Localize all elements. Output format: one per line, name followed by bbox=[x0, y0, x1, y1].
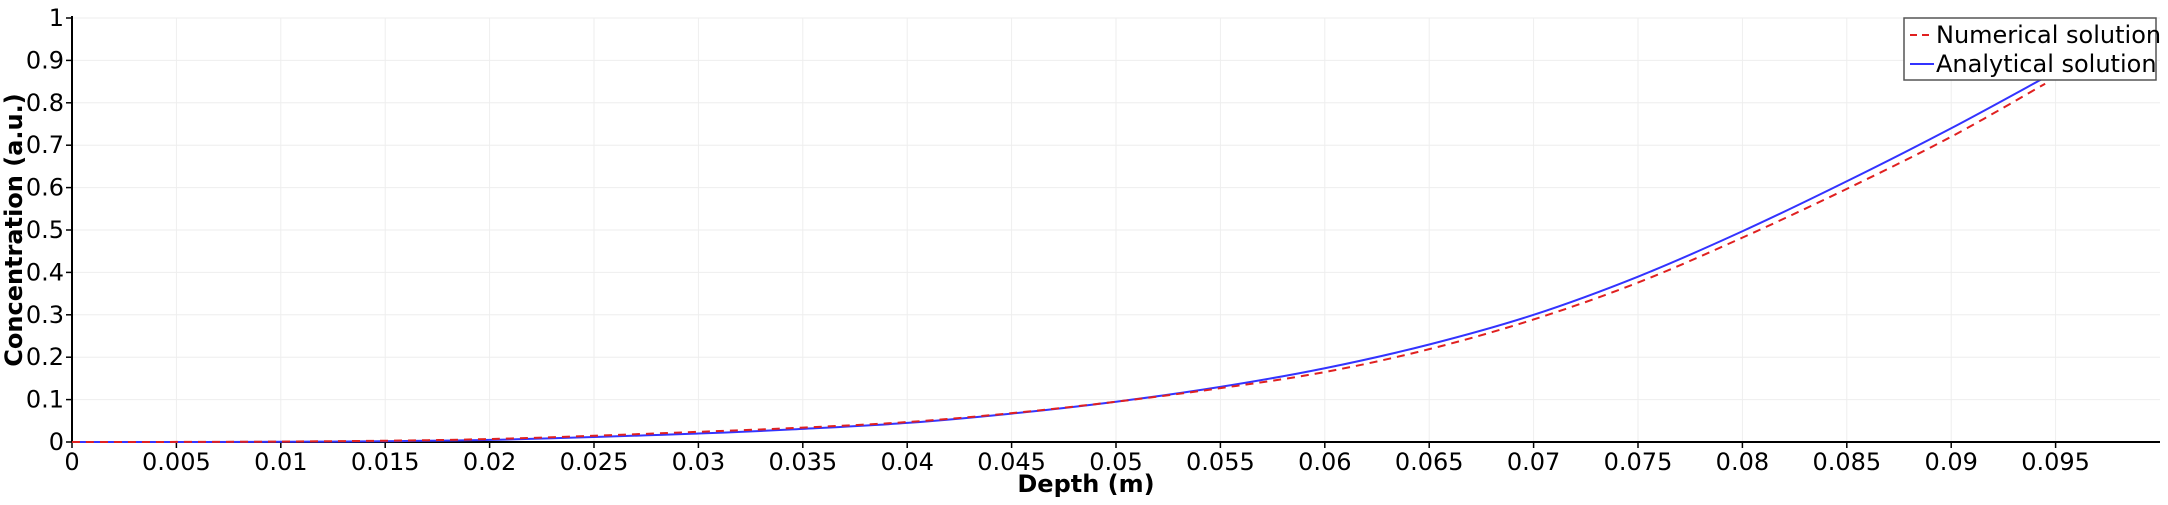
x-tick-label: 0 bbox=[64, 448, 79, 476]
x-tick-label: 0.07 bbox=[1507, 448, 1560, 476]
series-layer bbox=[71, 76, 2046, 444]
x-tick-label: 0.04 bbox=[880, 448, 933, 476]
x-tick-label: 0.09 bbox=[1924, 448, 1977, 476]
x-tick-label: 0.085 bbox=[1812, 448, 1881, 476]
x-tick-label: 0.08 bbox=[1716, 448, 1769, 476]
y-tick-label: 0.7 bbox=[26, 131, 64, 159]
y-tick-label: 0.1 bbox=[26, 386, 64, 414]
y-tick-label: 1 bbox=[49, 4, 64, 32]
x-tick-label: 0.045 bbox=[977, 448, 1046, 476]
y-tick-label: 0.4 bbox=[26, 258, 64, 286]
y-tick-label: 0.6 bbox=[26, 174, 64, 202]
legend-box bbox=[1903, 17, 2157, 81]
x-tick-label: 0.025 bbox=[560, 448, 629, 476]
y-tick-label: 0.8 bbox=[26, 89, 64, 117]
x-tick-label: 0.015 bbox=[351, 448, 420, 476]
x-tick-label: 0.01 bbox=[254, 448, 307, 476]
x-tick-label: 0.005 bbox=[142, 448, 211, 476]
series-numerical-line bbox=[71, 82, 2046, 443]
y-tick-label: 0.3 bbox=[26, 301, 64, 329]
x-axis-title: Depth (m) bbox=[1017, 470, 1154, 498]
x-tick-label: 0.075 bbox=[1604, 448, 1673, 476]
y-axis-title: Concentration (a.u.) bbox=[0, 93, 28, 366]
x-tick-label: 0.095 bbox=[2021, 448, 2090, 476]
y-tick-label: 0.2 bbox=[26, 343, 64, 371]
legend-label-analytical: Analytical solution bbox=[1936, 50, 2157, 78]
tick-labels: 0 0.005 0.01 0.015 0.02 0.025 0.03 0.035 0.04 0.0… bbox=[26, 4, 2090, 476]
x-tick-label: 0.055 bbox=[1186, 448, 1255, 476]
y-tick-label: 0.5 bbox=[26, 216, 64, 244]
grid-layer bbox=[71, 17, 2160, 443]
x-tick-label: 0.035 bbox=[768, 448, 837, 476]
x-tick-label: 0.03 bbox=[672, 448, 725, 476]
x-tick-label: 0.06 bbox=[1298, 448, 1351, 476]
y-tick-label: 0.9 bbox=[26, 46, 64, 74]
legend: Numerical solution Analytical solution bbox=[1903, 17, 2161, 81]
legend-label-numerical: Numerical solution bbox=[1936, 21, 2161, 49]
x-tick-label: 0.065 bbox=[1395, 448, 1464, 476]
x-tick-label: 0.02 bbox=[463, 448, 516, 476]
x-tick-label: 0.05 bbox=[1089, 448, 1142, 476]
axes-layer bbox=[66, 16, 2160, 448]
y-tick-label: 0 bbox=[49, 428, 64, 456]
